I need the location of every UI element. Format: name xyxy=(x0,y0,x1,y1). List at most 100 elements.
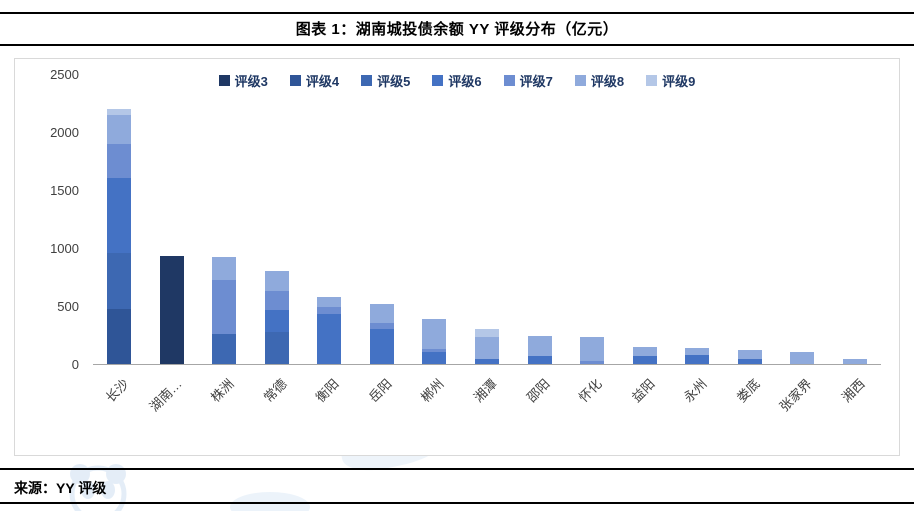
stacked-bar xyxy=(632,346,657,364)
x-tick-label: 怀化 xyxy=(575,376,605,406)
bar-segment xyxy=(317,307,342,315)
bar-segment xyxy=(212,280,237,334)
bar-segment xyxy=(264,309,289,332)
x-label-slot: 岳阳 xyxy=(356,366,409,452)
x-label-slot: 娄底 xyxy=(723,366,776,452)
bar-column xyxy=(198,75,251,364)
bar-segment xyxy=(369,303,394,324)
y-tick-label: 2500 xyxy=(50,67,79,82)
bar-segment xyxy=(369,323,394,330)
x-label-slot: 张家界 xyxy=(776,366,829,452)
bar-column xyxy=(93,75,146,364)
bar-segment xyxy=(685,347,710,355)
bar-column xyxy=(513,75,566,364)
bar-segment xyxy=(474,329,499,338)
stacked-bar xyxy=(580,337,605,364)
stacked-bar xyxy=(317,296,342,364)
bar-column xyxy=(828,75,881,364)
stacked-bar xyxy=(737,350,762,364)
bar-segment xyxy=(159,256,184,364)
bar-segment xyxy=(107,114,132,144)
x-tick-label: 娄底 xyxy=(733,376,763,406)
x-tick-label: 永州 xyxy=(680,376,710,406)
x-label-slot: 永州 xyxy=(671,366,724,452)
legend-item: 评级3 xyxy=(218,71,268,90)
x-tick-label: 邵阳 xyxy=(523,376,553,406)
bar-segment xyxy=(422,348,447,353)
legend-label: 评级5 xyxy=(377,74,411,89)
legend-label: 评级3 xyxy=(234,74,268,89)
bar-segment xyxy=(317,314,342,364)
bar-segment xyxy=(422,318,447,349)
x-tick-label: 湘潭 xyxy=(470,376,500,406)
x-tick-label: 常德 xyxy=(260,376,290,406)
stacked-bar xyxy=(422,318,447,364)
bar-column xyxy=(776,75,829,364)
bar-segment xyxy=(580,337,605,361)
legend-label: 评级7 xyxy=(519,74,553,89)
legend-item: 评级4 xyxy=(289,71,340,90)
bar-column xyxy=(566,75,619,364)
x-tick-label: 长沙 xyxy=(102,376,132,406)
stacked-bar xyxy=(159,256,184,364)
bar-segment xyxy=(264,290,289,310)
bar-segment xyxy=(264,331,289,364)
legend-label: 评级8 xyxy=(590,74,625,89)
source-rule xyxy=(0,468,914,470)
bar-segment xyxy=(212,333,237,364)
bar-segment xyxy=(685,354,710,364)
x-label-slot: 益阳 xyxy=(618,366,671,452)
bar-segment xyxy=(474,359,499,364)
bar-segment xyxy=(527,355,552,364)
stacked-bar xyxy=(212,257,237,364)
x-tick-label: 张家界 xyxy=(776,376,815,415)
x-tick-label: 益阳 xyxy=(628,376,658,406)
y-tick-label: 0 xyxy=(71,357,79,372)
legend-swatch-icon xyxy=(574,75,586,86)
legend-item: 评级8 xyxy=(574,71,625,90)
bar-column xyxy=(618,75,671,364)
bar-segment xyxy=(632,346,657,356)
legend-label: 评级4 xyxy=(305,74,340,89)
stacked-bar xyxy=(842,358,867,364)
bar-segment xyxy=(842,358,867,364)
x-tick-label: 湘西 xyxy=(838,376,868,406)
x-label-slot: 株洲 xyxy=(198,366,251,452)
legend-label: 评级9 xyxy=(662,74,696,89)
x-tick-label: 株洲 xyxy=(208,376,238,406)
y-axis: 0 500 1000 1500 2000 2500 xyxy=(23,67,79,372)
legend-swatch-icon xyxy=(503,75,515,86)
bar-segment xyxy=(527,336,552,356)
x-tick-label: 郴州 xyxy=(418,376,448,406)
x-tick-label: 湖南… xyxy=(146,376,185,415)
top-rule xyxy=(0,12,914,14)
bar-segment xyxy=(369,329,394,364)
y-tick-label: 1000 xyxy=(50,241,79,256)
stacked-bar xyxy=(685,347,710,364)
stacked-bar xyxy=(369,303,394,364)
bar-column xyxy=(723,75,776,364)
y-tick-label: 1500 xyxy=(50,183,79,198)
bar-segment xyxy=(107,178,132,253)
x-label-slot: 衡阳 xyxy=(303,366,356,452)
bar-segment xyxy=(107,143,132,179)
legend-swatch-icon xyxy=(218,75,230,86)
y-tick-label: 2000 xyxy=(50,125,79,140)
bar-segment xyxy=(737,350,762,360)
chart-figure: 评级3 评级4 评级5 评级6 评级7 评级8 评级9 0 500 1000 1500 2000 25… xyxy=(14,58,900,456)
stacked-bar xyxy=(264,271,289,364)
bar-column xyxy=(356,75,409,364)
legend-item: 评级9 xyxy=(646,71,695,90)
bar-column xyxy=(408,75,461,364)
x-axis-labels: 长沙 湖南… 株洲 常德 衡阳 岳阳 郴州 湘潭 邵阳 怀化 益阳 永州 娄底 张家界 湘西 xyxy=(93,366,881,452)
bar-column xyxy=(461,75,514,364)
x-label-slot: 湘潭 xyxy=(461,366,514,452)
bar-column xyxy=(146,75,199,364)
bar-segment xyxy=(580,360,605,364)
bar-segment xyxy=(107,309,132,364)
legend-swatch-icon xyxy=(289,75,301,86)
stacked-bar xyxy=(107,108,132,364)
x-label-slot: 怀化 xyxy=(566,366,619,452)
stacked-bar xyxy=(474,329,499,364)
stacked-bar xyxy=(527,336,552,364)
